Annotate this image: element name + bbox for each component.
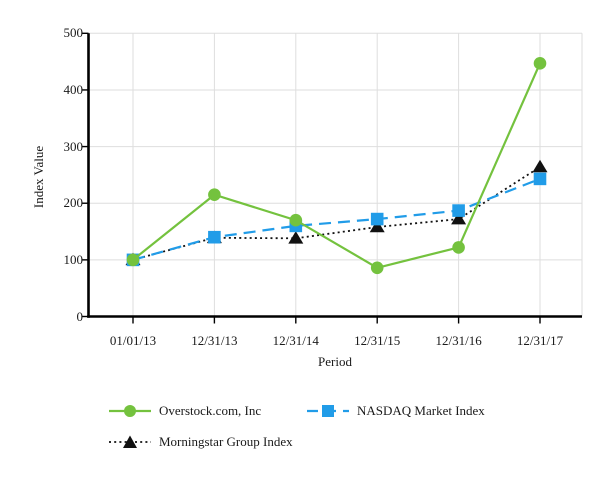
y-tick-label: 200 xyxy=(63,195,84,211)
series-line xyxy=(132,62,542,269)
x-tick-label: 12/31/16 xyxy=(435,333,482,348)
series-line xyxy=(132,166,541,261)
data-point-marker xyxy=(532,159,548,173)
data-point-marker xyxy=(369,219,385,233)
x-tick-label: 12/31/17 xyxy=(516,333,564,348)
data-point-marker xyxy=(370,212,384,226)
series-overstockcom xyxy=(126,57,547,275)
series-line xyxy=(132,177,541,261)
data-point-marker xyxy=(288,231,304,244)
data-point-marker xyxy=(452,204,465,217)
legend-label-morningstar: Morningstar Group Index xyxy=(159,434,293,449)
data-point-marker xyxy=(289,213,303,227)
y-tick-label: 0 xyxy=(76,308,84,324)
x-tick-label: 12/31/15 xyxy=(354,333,401,348)
data-point-marker xyxy=(451,211,467,225)
data-point-marker xyxy=(533,172,547,186)
y-tick-label: 100 xyxy=(63,251,84,267)
y-tick-label: 500 xyxy=(63,25,84,41)
legend-entry-nasdaq: NASDAQ Market Index xyxy=(307,403,485,419)
data-point-marker xyxy=(533,57,547,70)
x-tick-label: 01/01/13 xyxy=(109,333,157,348)
x-axis-title: Period xyxy=(318,354,352,369)
data-point-marker xyxy=(208,230,221,244)
x-tick-label: 12/31/14 xyxy=(272,333,319,348)
gridlines xyxy=(88,32,583,317)
data-point-marker xyxy=(452,241,465,254)
overstock-line-circle-swatch-icon xyxy=(109,405,151,417)
data-point-marker xyxy=(370,261,384,275)
legend-label-overstock: Overstock.com, Inc xyxy=(159,403,262,418)
series-nasdaq xyxy=(126,172,547,267)
series-morningstar xyxy=(125,159,548,266)
morningstar-line-triangle-swatch-icon xyxy=(109,435,151,448)
legend-label-nasdaq: NASDAQ Market Index xyxy=(357,403,485,418)
x-tick-label: 12/31/13 xyxy=(191,333,238,348)
legend-entry-morningstar: Morningstar Group Index xyxy=(109,434,293,450)
y-tick-label: 400 xyxy=(63,81,84,97)
legend-entry-overstock: Overstock.com, Inc xyxy=(109,403,261,419)
axes xyxy=(81,32,582,324)
y-axis-title: Index Value xyxy=(31,145,46,209)
y-tick-label: 300 xyxy=(63,138,84,154)
data-point-marker xyxy=(208,188,221,202)
nasdaq-line-square-swatch-icon xyxy=(307,405,349,417)
data-point-marker xyxy=(126,253,140,267)
